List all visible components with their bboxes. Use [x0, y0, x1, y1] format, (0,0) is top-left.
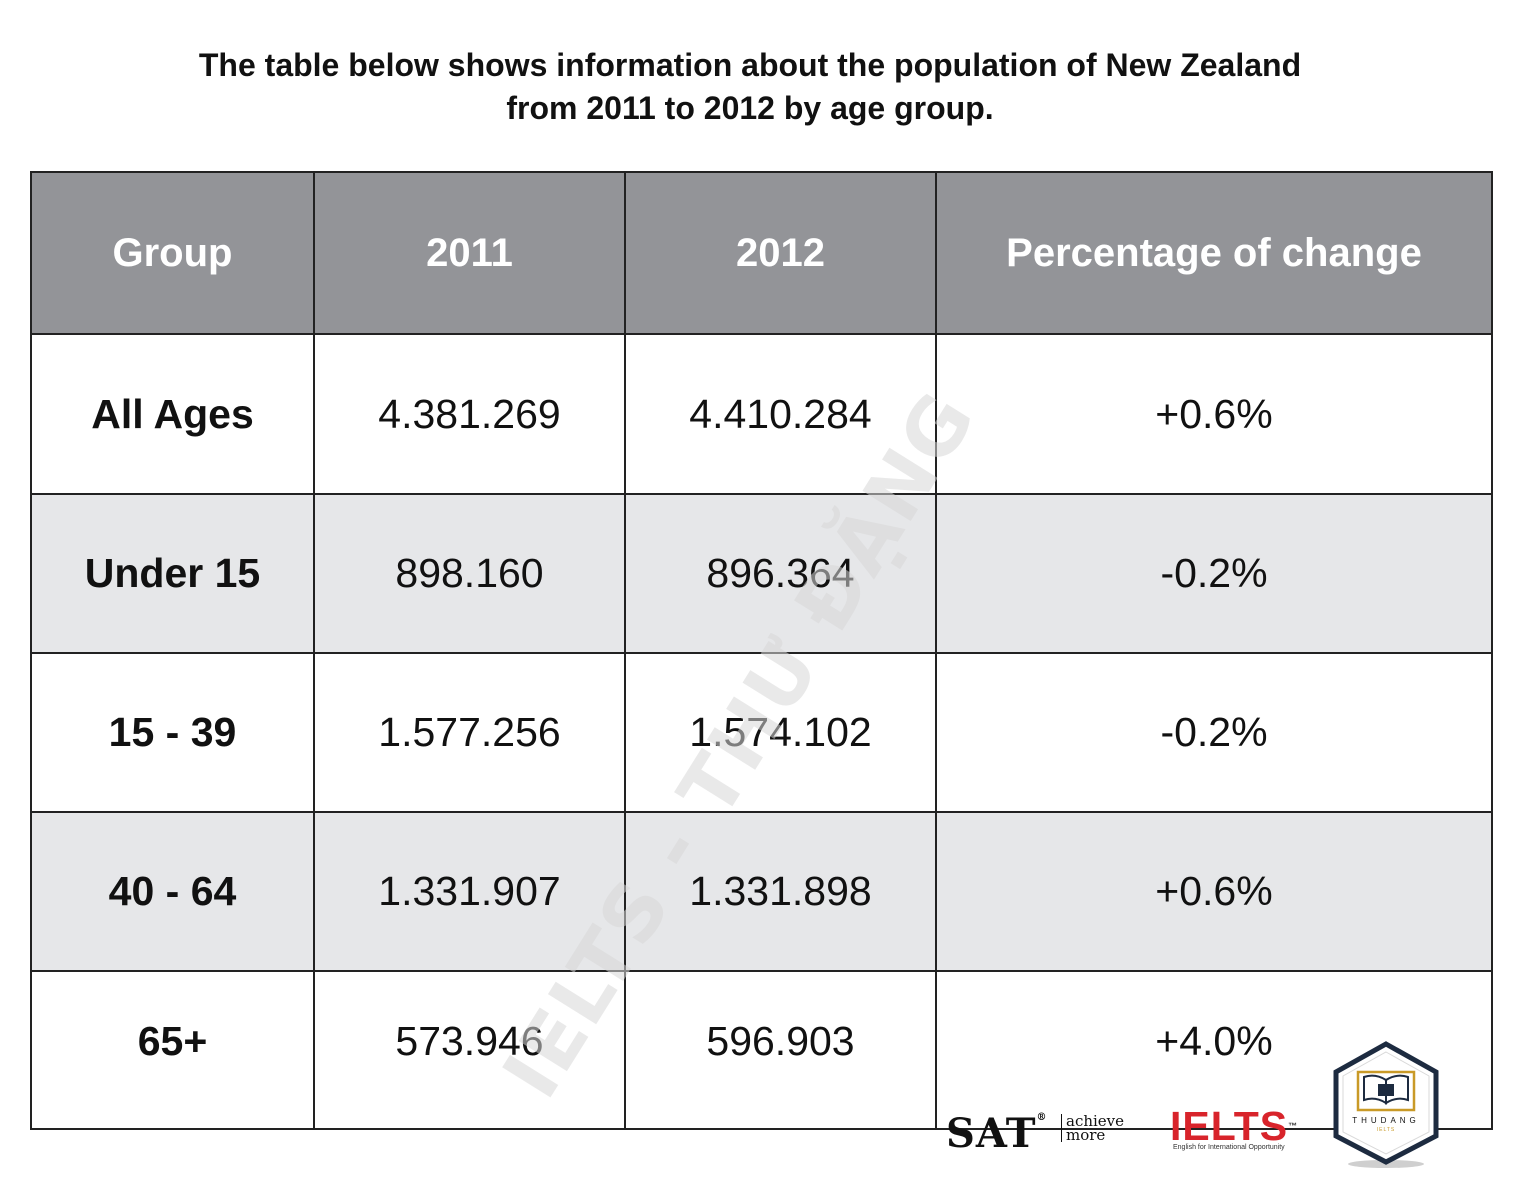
- ielts-logo-text: IELTS: [1170, 1103, 1289, 1149]
- badge-name: THUDANG: [1352, 1116, 1420, 1125]
- badge-subtitle: IELTS: [1376, 1127, 1396, 1133]
- cell-change: +0.6%: [935, 333, 1493, 495]
- thudang-badge-icon: [1333, 1041, 1439, 1168]
- trademark-mark: ™: [1288, 1121, 1299, 1131]
- title-line-2: from 2011 to 2012 by age group.: [506, 90, 994, 126]
- sat-tagline: achieve more: [1061, 1112, 1125, 1144]
- table-row: 40 - 64 1.331.907 1.331.898 +0.6%: [30, 811, 1493, 972]
- cell-2012: 596.903: [624, 970, 937, 1130]
- cell-group: All Ages: [30, 333, 315, 495]
- cell-2011: 573.946: [313, 970, 626, 1130]
- page-title: The table below shows information about …: [0, 44, 1500, 130]
- ielts-logo: IELTS™: [1170, 1104, 1298, 1148]
- header-2011: 2011: [313, 171, 626, 335]
- cell-2011: 1.331.907: [313, 811, 626, 972]
- cell-change: +0.6%: [935, 811, 1493, 972]
- header-percentage-of-change: Percentage of change: [935, 171, 1493, 335]
- cell-group: 65+: [30, 970, 315, 1130]
- cell-change: -0.2%: [935, 652, 1493, 813]
- table-row: Under 15 898.160 896.364 -0.2%: [30, 493, 1493, 654]
- cell-2012: 1.331.898: [624, 811, 937, 972]
- table-header-row: Group 2011 2012 Percentage of change: [30, 171, 1493, 335]
- title-line-1: The table below shows information about …: [198, 47, 1302, 83]
- cell-2012: 4.410.284: [624, 333, 937, 495]
- cell-change: -0.2%: [935, 493, 1493, 654]
- cell-2011: 1.577.256: [313, 652, 626, 813]
- header-group: Group: [30, 171, 315, 335]
- cell-group: Under 15: [30, 493, 315, 654]
- cell-2012: 1.574.102: [624, 652, 937, 813]
- table-row: 15 - 39 1.577.256 1.574.102 -0.2%: [30, 652, 1493, 813]
- population-table: Group 2011 2012 Percentage of change All…: [30, 171, 1493, 1130]
- cell-2011: 4.381.269: [313, 333, 626, 495]
- table-row: All Ages 4.381.269 4.410.284 +0.6%: [30, 333, 1493, 495]
- cell-2011: 898.160: [313, 493, 626, 654]
- cell-group: 15 - 39: [30, 652, 315, 813]
- header-2012: 2012: [624, 171, 937, 335]
- ielts-tagline: English for International Opportunity: [1173, 1144, 1285, 1151]
- cell-group: 40 - 64: [30, 811, 315, 972]
- registered-mark: ®: [1036, 1112, 1048, 1123]
- sat-logo-text: SAT: [946, 1110, 1037, 1157]
- sat-logo: SAT®: [946, 1110, 1048, 1157]
- sat-tagline-line-1: achieve: [1066, 1112, 1125, 1130]
- sat-tagline-line-2: more: [1066, 1126, 1106, 1144]
- cell-2012: 896.364: [624, 493, 937, 654]
